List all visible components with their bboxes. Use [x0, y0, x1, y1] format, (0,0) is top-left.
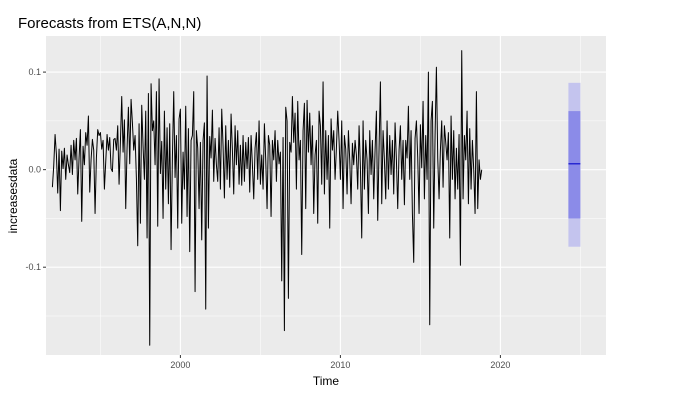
y-tick-label: 0.0 [28, 165, 41, 175]
series-lines [51, 50, 581, 346]
x-tick-label: 2000 [170, 360, 190, 370]
observed-line [51, 50, 483, 346]
x-tick-label: 2020 [490, 360, 510, 370]
prediction-intervals [568, 82, 581, 247]
y-tick-label: -0.1 [25, 262, 41, 272]
plot-panel [46, 36, 606, 355]
x-axis-ticks: 2000 2010 2020 [170, 355, 510, 370]
prediction-interval-80pct [568, 111, 581, 219]
x-tick-label: 2010 [330, 360, 350, 370]
x-axis-title: Time [313, 374, 340, 388]
y-tick-label: 0.1 [28, 67, 41, 77]
y-axis-title: increasesdata [6, 158, 20, 233]
y-axis-ticks: 0.1 0.0 -0.1 [25, 67, 46, 272]
chart-title: Forecasts from ETS(A,N,N) [18, 15, 201, 32]
